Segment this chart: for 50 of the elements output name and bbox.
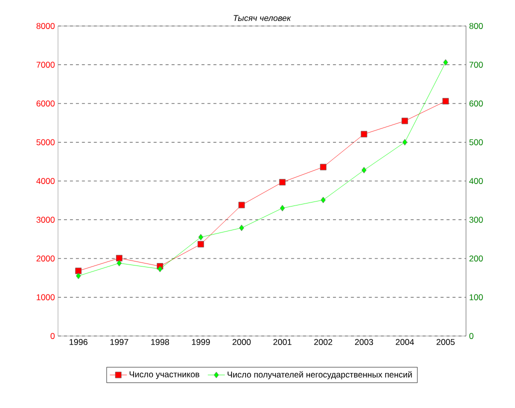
y2-tick-label: 800 [469, 23, 483, 29]
legend-label: Число участников [130, 371, 200, 379]
point [116, 254, 122, 262]
y2-tick-label: 600 [469, 100, 483, 106]
y2-tick-label: 500 [469, 139, 483, 146]
y2-tick-label: 700 [469, 62, 483, 68]
y-tick-label: 3000 [36, 216, 55, 223]
point [442, 98, 449, 104]
point [280, 204, 285, 212]
point [443, 59, 448, 66]
point [116, 260, 122, 266]
point [402, 118, 408, 124]
y2-tick-label: 100 [470, 294, 483, 300]
y-tick-label: 7000 [36, 62, 55, 68]
y-tick-label: 0 [50, 333, 55, 339]
x-tick-label: 1998 [151, 339, 170, 346]
point [238, 202, 245, 208]
x-tick-label: 2003 [355, 339, 374, 346]
y-tick-label: 4000 [36, 178, 55, 184]
x-tick-label: 1996 [70, 339, 88, 346]
x-tick-label: 1999 [192, 339, 210, 346]
x-tick-label: 2002 [314, 339, 332, 346]
y-tick-label: 2000 [36, 256, 55, 262]
x-tick-label: 2000 [232, 339, 251, 346]
y2-tick-label: 200 [469, 256, 483, 262]
y-tick-label: 1000 [36, 294, 55, 300]
y-tick-label: 5000 [36, 139, 55, 146]
point [402, 139, 408, 146]
chart-title: Тысяч человек [234, 15, 292, 21]
y-tick-label: 6000 [36, 100, 55, 106]
x-tick-label: 1997 [110, 339, 128, 346]
point [198, 240, 204, 248]
y-tick-label: 8000 [36, 23, 55, 29]
point [198, 234, 204, 240]
point [76, 272, 81, 280]
point [320, 196, 326, 204]
y2-tick-label: 400 [469, 178, 483, 184]
point [158, 266, 162, 272]
point [239, 224, 244, 232]
point [75, 268, 82, 274]
point [362, 166, 366, 174]
x-tick-label: 2004 [396, 339, 414, 346]
y2-tick-label: 0 [469, 333, 474, 339]
x-tick-label: 2005 [436, 339, 455, 346]
legend-label: Число получателей негосударственных пенсий [228, 371, 412, 380]
point [320, 164, 326, 170]
point [360, 130, 368, 138]
y2-tick-label: 300 [469, 216, 483, 223]
x-tick-label: 2001 [273, 339, 292, 346]
point [279, 178, 286, 186]
